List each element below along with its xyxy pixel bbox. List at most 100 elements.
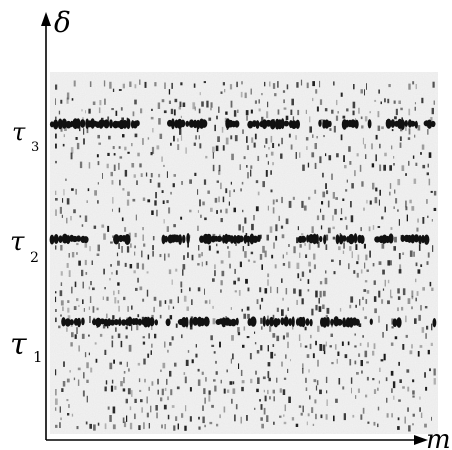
noise-speck [285,115,289,120]
noise-speck [282,335,285,340]
band-dot [418,235,422,245]
noise-speck [286,332,289,338]
noise-speck [262,376,266,380]
noise-speck [127,388,131,395]
noise-speck [228,201,230,206]
noise-speck [414,134,416,138]
band-dot [283,120,290,127]
noise-speck [55,98,56,105]
noise-speck [115,327,117,332]
noise-speck [65,178,67,181]
noise-speck [282,297,284,301]
noise-speck [417,218,419,223]
noise-speck [281,137,283,145]
band-dot [315,233,319,245]
noise-speck [97,161,100,166]
noise-speck [386,397,388,403]
noise-speck [110,171,113,177]
noise-speck [60,126,63,132]
noise-speck [397,426,400,430]
noise-speck [382,269,385,275]
noise-speck [227,246,229,249]
noise-speck [366,83,367,90]
noise-speck [224,89,226,93]
noise-speck [164,387,167,391]
noise-speck [170,108,174,115]
noise-speck [374,308,377,314]
noise-speck [67,300,70,303]
noise-speck [195,135,197,140]
noise-speck [246,115,248,121]
noise-speck [377,125,381,131]
noise-speck [123,296,126,301]
noise-speck [66,217,68,224]
noise-speck [86,128,89,134]
noise-speck [97,422,100,426]
noise-speck [250,251,254,255]
noise-speck [422,287,425,291]
band-dot [200,119,208,128]
band-dot [410,234,416,244]
band-dot [301,316,306,328]
noise-speck [349,161,352,165]
band-dot [400,119,405,131]
noise-speck [124,227,127,232]
noise-speck [121,117,124,122]
noise-speck [292,325,294,330]
noise-speck [390,289,392,297]
noise-speck [325,234,329,241]
noise-speck [288,261,291,269]
band-dot [265,318,270,327]
noise-speck [379,189,381,196]
noise-speck [375,134,378,140]
noise-speck [296,262,300,269]
noise-speck [399,264,402,271]
noise-speck [218,196,220,203]
band-dot [388,233,394,244]
noise-speck [152,236,155,241]
noise-speck [336,358,338,364]
noise-speck [122,83,125,89]
noise-speck [111,272,113,275]
band-dot [392,318,398,328]
noise-speck [81,109,83,112]
noise-speck [344,323,348,327]
noise-speck [282,90,286,93]
band-dot [335,234,340,245]
noise-speck [338,378,341,385]
noise-speck [398,253,401,260]
noise-speck [215,371,218,375]
noise-speck [318,297,320,304]
noise-speck [345,225,348,230]
noise-speck [373,280,376,285]
noise-speck [164,341,166,348]
noise-speck [339,308,342,312]
noise-speck [359,342,362,346]
noise-speck [411,290,414,298]
noise-speck [168,100,171,104]
noise-speck [327,227,331,234]
noise-speck [242,129,244,134]
noise-speck [267,161,269,165]
noise-speck [204,217,207,221]
band-dot [290,120,297,129]
noise-speck [279,388,282,393]
noise-speck [168,207,171,214]
noise-speck [123,377,125,384]
noise-speck [189,387,192,392]
noise-speck [128,232,131,238]
noise-speck [113,153,116,156]
noise-speck [359,299,361,306]
noise-speck [189,326,193,330]
noise-speck [170,389,173,396]
noise-speck [112,208,113,212]
noise-speck [426,261,429,265]
noise-speck [215,145,219,152]
noise-speck [203,81,206,84]
noise-speck [217,136,220,142]
noise-speck [117,290,120,295]
noise-speck [270,151,274,156]
noise-speck [412,395,415,398]
noise-speck [405,173,407,176]
noise-speck [266,234,269,241]
